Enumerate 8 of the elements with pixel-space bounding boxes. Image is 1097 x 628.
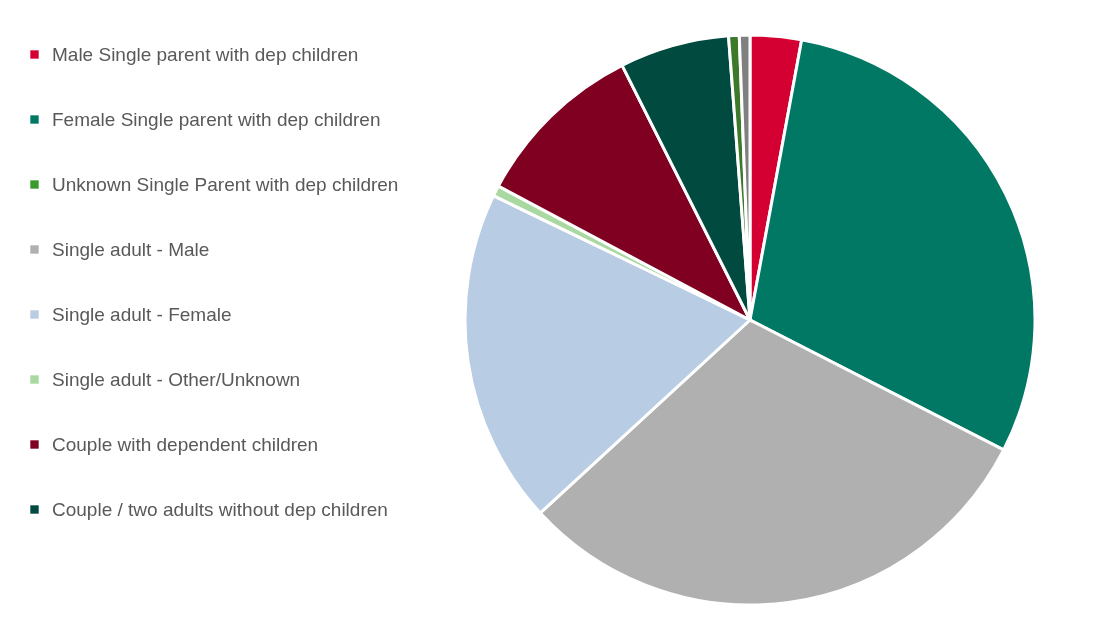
legend-label: Unknown Single Parent with dep children <box>52 173 399 195</box>
legend-label: Couple with dependent children <box>52 433 319 455</box>
legend-label: Single adult - Female <box>52 303 232 325</box>
legend-label: Single adult - Male <box>52 238 210 260</box>
legend-label: Single adult - Other/Unknown <box>52 368 301 390</box>
legend-label: Female Single parent with dep children <box>52 108 381 130</box>
legend-label: Male Single parent with dep children <box>52 43 359 65</box>
legend-label: Couple / two adults without dep children <box>52 498 388 520</box>
